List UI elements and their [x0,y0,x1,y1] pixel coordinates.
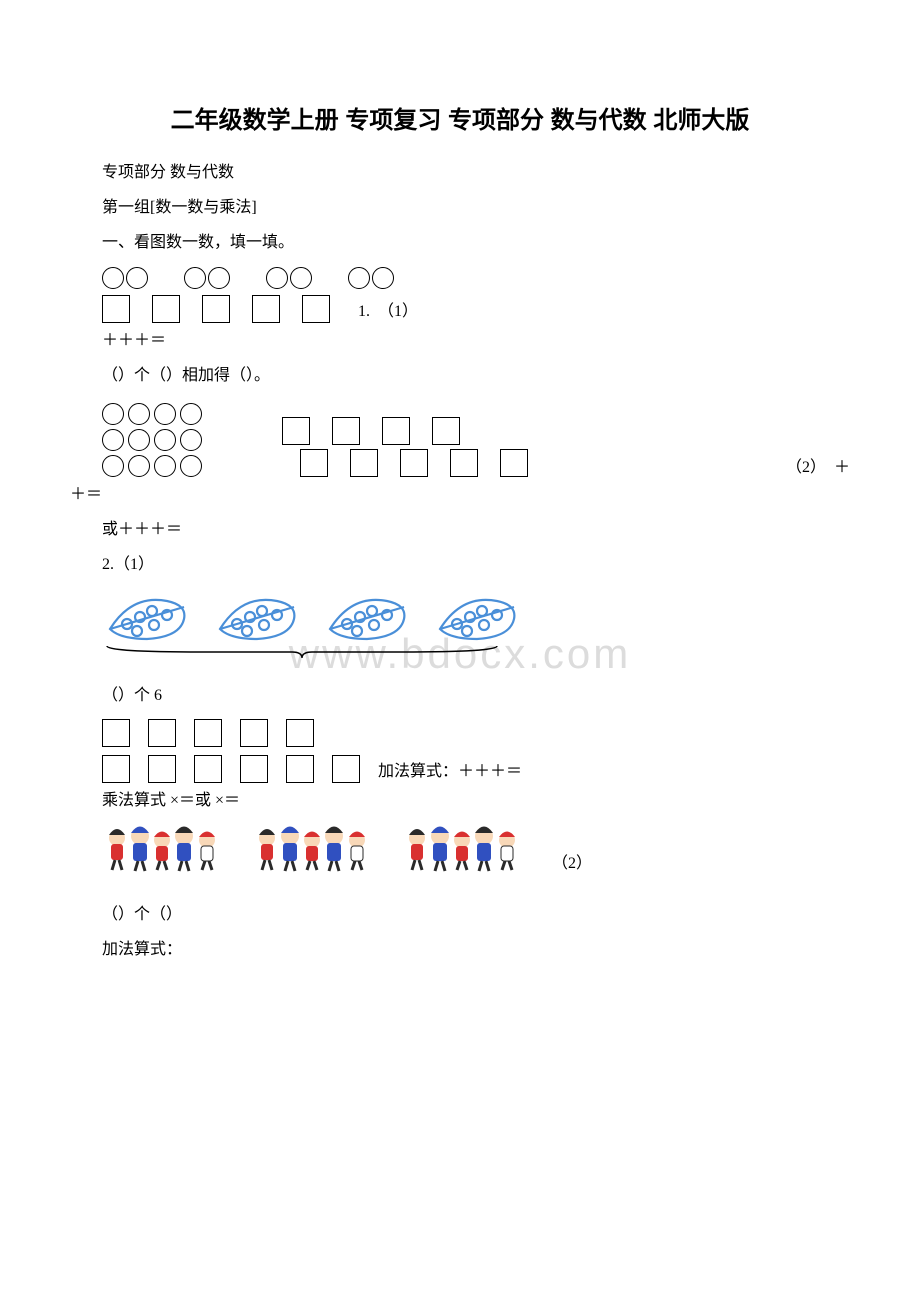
question-label: 1. （1） [358,297,418,321]
squares-six-row: 加法算式：＋＋＋＝ [102,755,850,783]
leaf-icon [212,589,302,644]
equation-text: ＋＋＋＝ [70,323,850,358]
square-shape [148,719,176,747]
square-shape [102,295,130,323]
equation-text: ＋＝ [70,477,850,512]
square-shape [252,295,280,323]
leaf-icon [102,589,192,644]
squares-five-row [102,719,850,747]
square-shape [240,719,268,747]
brace-icon [102,644,502,660]
square-shape [152,295,180,323]
addition-equation-label: 加法算式：＋＋＋＝ [378,757,522,781]
section-heading: 一、看图数一数，填一填。 [70,225,850,260]
fill-blank-text: （）个（） [70,897,850,932]
square-shape [148,755,176,783]
kids-group-icon [252,818,382,873]
square-shape [286,719,314,747]
square-shape [240,755,268,783]
square-shape [194,719,222,747]
fill-blank-text: （）个（）相加得（）。 [70,358,850,393]
square-shape [332,755,360,783]
leaf-row [102,589,850,644]
leaf-icon [432,589,522,644]
square-row [282,417,528,445]
page-title: 二年级数学上册 专项复习 专项部分 数与代数 北师大版 [70,100,850,135]
equation-text: 或＋＋＋＝ [70,512,850,547]
square-row [300,449,528,477]
square-shape [202,295,230,323]
kids-group-icon [402,818,532,873]
question-label: （2） [552,849,592,873]
addition-label: 加法算式： [70,932,850,967]
square-shape [102,719,130,747]
squares-five-row: 1. （1） [102,295,850,323]
circle-pairs-row [102,267,850,289]
grid-and-squares-row: （2） ＋ [102,403,850,477]
circle-grid [102,403,202,477]
question-label: （2） ＋ [786,453,850,477]
kids-row: （2） [102,818,850,873]
square-shape [286,755,314,783]
circle-row [102,429,202,451]
subtitle: 专项部分 数与代数 [70,155,850,190]
square-stagger [282,417,528,477]
circle-row [102,455,202,477]
kids-group-icon [102,818,232,873]
square-shape [302,295,330,323]
question-label: 2.（1） [70,547,850,582]
fill-blank-text: （）个 6 [70,678,850,713]
circle-pair [348,267,394,289]
square-shape [102,755,130,783]
leaf-icon [322,589,412,644]
circle-pair [266,267,312,289]
group-heading: 第一组[数一数与乘法] [70,190,850,225]
multiplication-equation-label: 乘法算式 ×＝或 ×＝ [70,783,850,818]
circle-pair [184,267,230,289]
circle-pair [102,267,148,289]
circle-row [102,403,202,425]
square-shape [194,755,222,783]
